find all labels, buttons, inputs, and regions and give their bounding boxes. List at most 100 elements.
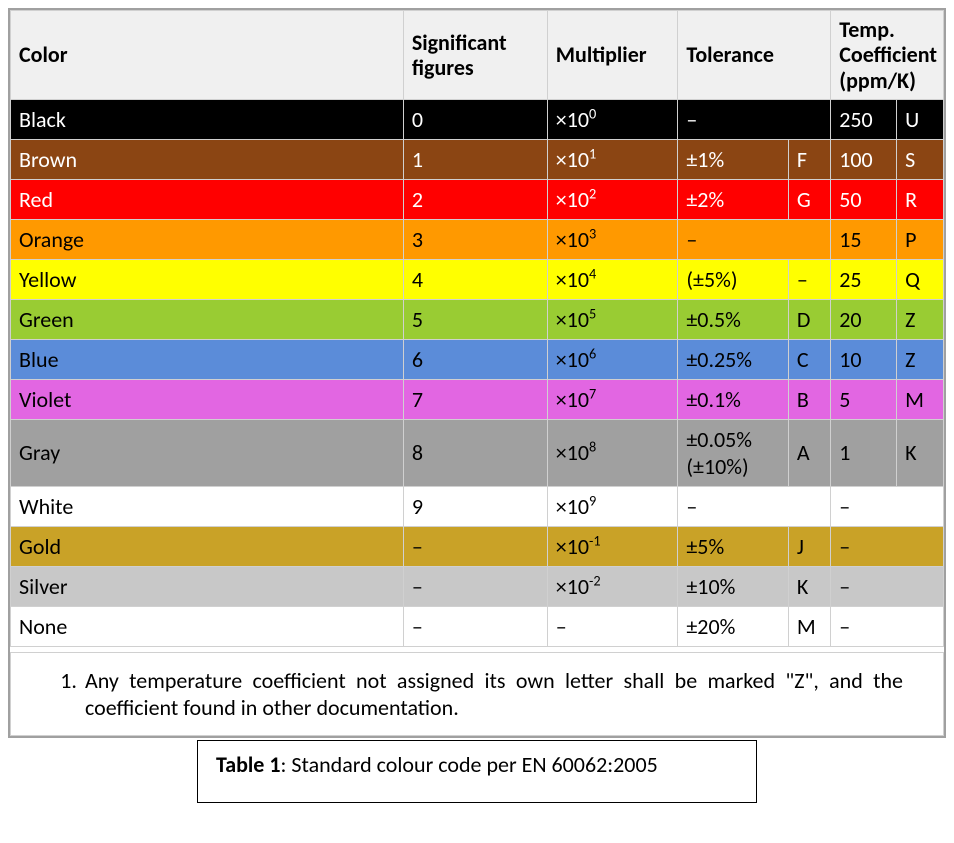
cell-mult: ×10-2 bbox=[547, 566, 678, 606]
cell-color: Green bbox=[11, 299, 404, 339]
cell-sig: 8 bbox=[403, 419, 547, 486]
cell-tol: – bbox=[678, 99, 831, 139]
cell-tol-code: F bbox=[788, 139, 830, 179]
header-tol: Tolerance bbox=[678, 11, 831, 100]
table-row: Yellow4×104(±5%)–25Q bbox=[11, 259, 944, 299]
cell-color: Blue bbox=[11, 339, 404, 379]
cell-temp-code: R bbox=[897, 179, 944, 219]
table-row: White9×109–– bbox=[11, 486, 944, 526]
cell-temp: 50 bbox=[831, 179, 897, 219]
header-color: Color bbox=[11, 11, 404, 100]
cell-tol: ±0.25% bbox=[678, 339, 788, 379]
cell-tol-code: G bbox=[788, 179, 830, 219]
cell-sig: 4 bbox=[403, 259, 547, 299]
cell-color: Yellow bbox=[11, 259, 404, 299]
color-code-table: Color Significant figures Multiplier Tol… bbox=[10, 10, 944, 736]
cell-color: None bbox=[11, 606, 404, 646]
cell-temp-code: U bbox=[897, 99, 944, 139]
cell-tol: ±1% bbox=[678, 139, 788, 179]
cell-color: White bbox=[11, 486, 404, 526]
cell-color: Black bbox=[11, 99, 404, 139]
cell-tol-code: – bbox=[788, 259, 830, 299]
table-row: Black0×100–250U bbox=[11, 99, 944, 139]
cell-sig: – bbox=[403, 566, 547, 606]
table-row: Green5×105±0.5%D20Z bbox=[11, 299, 944, 339]
cell-mult: ×109 bbox=[547, 486, 678, 526]
cell-tol-code: B bbox=[788, 379, 830, 419]
color-code-table-container: Color Significant figures Multiplier Tol… bbox=[8, 8, 946, 738]
caption-label: Table 1 bbox=[216, 751, 281, 778]
cell-temp: – bbox=[831, 486, 944, 526]
cell-color: Gold bbox=[11, 526, 404, 566]
cell-color: Violet bbox=[11, 379, 404, 419]
table-row: Silver–×10-2±10%K– bbox=[11, 566, 944, 606]
cell-sig: 2 bbox=[403, 179, 547, 219]
table-row: Gold–×10-1±5%J– bbox=[11, 526, 944, 566]
header-sig: Significant figures bbox=[403, 11, 547, 100]
cell-mult: ×104 bbox=[547, 259, 678, 299]
cell-temp: 1 bbox=[831, 419, 897, 486]
cell-sig: 5 bbox=[403, 299, 547, 339]
cell-tol: ±0.5% bbox=[678, 299, 788, 339]
table-row: Violet7×107±0.1%B5M bbox=[11, 379, 944, 419]
cell-temp-code: K bbox=[897, 419, 944, 486]
footnote-text: Any temperature coefficient not assigned… bbox=[85, 667, 903, 721]
cell-mult: – bbox=[547, 606, 678, 646]
table-row: Blue6×106±0.25%C10Z bbox=[11, 339, 944, 379]
cell-tol-code: A bbox=[788, 419, 830, 486]
cell-temp: – bbox=[831, 606, 944, 646]
caption-text: : Standard colour code per EN 60062:2005 bbox=[281, 751, 658, 778]
cell-mult: ×101 bbox=[547, 139, 678, 179]
cell-tol: – bbox=[678, 219, 831, 259]
cell-tol-code: K bbox=[788, 566, 830, 606]
cell-mult: ×106 bbox=[547, 339, 678, 379]
table-row: None––±20%M– bbox=[11, 606, 944, 646]
cell-sig: – bbox=[403, 526, 547, 566]
cell-temp-code: Q bbox=[897, 259, 944, 299]
cell-sig: 3 bbox=[403, 219, 547, 259]
cell-mult: ×108 bbox=[547, 419, 678, 486]
header-mult: Multiplier bbox=[547, 11, 678, 100]
cell-tol: ±5% bbox=[678, 526, 788, 566]
cell-temp: 10 bbox=[831, 339, 897, 379]
cell-sig: 0 bbox=[403, 99, 547, 139]
cell-tol-code: D bbox=[788, 299, 830, 339]
cell-tol: (±5%) bbox=[678, 259, 788, 299]
cell-mult: ×107 bbox=[547, 379, 678, 419]
cell-color: Gray bbox=[11, 419, 404, 486]
cell-color: Orange bbox=[11, 219, 404, 259]
cell-tol-code: J bbox=[788, 526, 830, 566]
caption-box: Table 1: Standard colour code per EN 600… bbox=[197, 740, 757, 803]
cell-mult: ×103 bbox=[547, 219, 678, 259]
cell-temp: 15 bbox=[831, 219, 897, 259]
cell-temp: 5 bbox=[831, 379, 897, 419]
table-row: Orange3×103–15P bbox=[11, 219, 944, 259]
cell-temp-code: S bbox=[897, 139, 944, 179]
cell-color: Red bbox=[11, 179, 404, 219]
cell-mult: ×105 bbox=[547, 299, 678, 339]
cell-temp-code: P bbox=[897, 219, 944, 259]
cell-sig: 9 bbox=[403, 486, 547, 526]
cell-temp: 250 bbox=[831, 99, 897, 139]
cell-mult: ×100 bbox=[547, 99, 678, 139]
header-row: Color Significant figures Multiplier Tol… bbox=[11, 11, 944, 100]
cell-temp: 100 bbox=[831, 139, 897, 179]
cell-temp: 25 bbox=[831, 259, 897, 299]
cell-tol: ±0.1% bbox=[678, 379, 788, 419]
cell-tol: ±20% bbox=[678, 606, 788, 646]
table-row: Brown1×101±1%F100S bbox=[11, 139, 944, 179]
cell-sig: – bbox=[403, 606, 547, 646]
cell-tol: ±10% bbox=[678, 566, 788, 606]
header-temp: Temp. Coefficient (ppm/K) bbox=[831, 11, 944, 100]
cell-sig: 1 bbox=[403, 139, 547, 179]
cell-tol: ±0.05% (±10%) bbox=[678, 419, 788, 486]
cell-color: Silver bbox=[11, 566, 404, 606]
cell-tol-code: M bbox=[788, 606, 830, 646]
cell-temp-code: M bbox=[897, 379, 944, 419]
cell-mult: ×102 bbox=[547, 179, 678, 219]
cell-temp: – bbox=[831, 566, 944, 606]
cell-temp: 20 bbox=[831, 299, 897, 339]
cell-color: Brown bbox=[11, 139, 404, 179]
cell-tol: – bbox=[678, 486, 831, 526]
cell-sig: 7 bbox=[403, 379, 547, 419]
